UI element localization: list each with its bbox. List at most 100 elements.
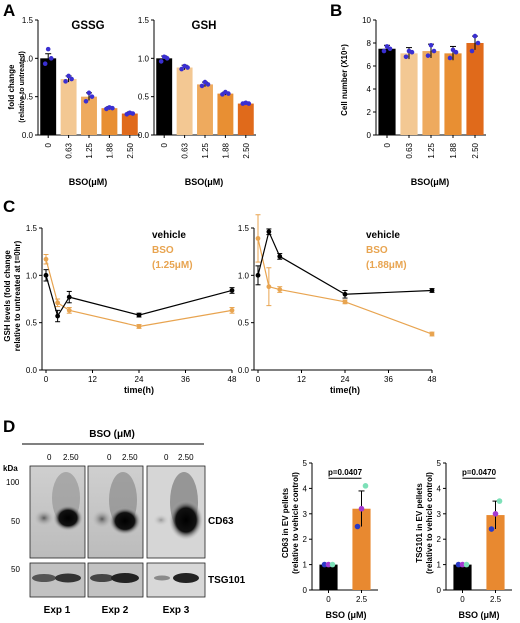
y-tick-label: 1.5	[238, 224, 250, 233]
bar	[101, 108, 118, 135]
data-point	[89, 94, 95, 99]
lane-label: 0	[107, 453, 112, 462]
y-tick-label: 0.0	[26, 366, 38, 375]
data-point	[428, 43, 434, 48]
data-point	[362, 483, 369, 489]
data-point	[45, 46, 51, 52]
x-tick-label: 2.50	[126, 142, 135, 158]
data-point	[55, 300, 61, 306]
y-tick-label: 1.5	[22, 16, 34, 25]
gsh-time-y-label: GSH levels (fold change	[3, 250, 12, 342]
y-tick-label: 1.0	[22, 54, 34, 63]
data-point	[447, 55, 453, 61]
bar	[378, 48, 396, 135]
data-point	[277, 254, 283, 259]
x-tick-label: 1.88	[105, 142, 114, 158]
data-point	[86, 90, 92, 96]
bar	[60, 79, 77, 135]
y-tick-label: 5	[303, 459, 308, 468]
western-blot: BSO (μM) 0 2.50 0 2.50 0 2.50 kDa 100 50…	[3, 429, 246, 616]
time-x-label-right: time(h)	[330, 385, 360, 395]
marker-100: 100	[6, 478, 20, 487]
data-point	[48, 56, 54, 61]
data-point	[321, 561, 328, 568]
x-tick-label: 0	[44, 375, 49, 384]
legend-right-bso-conc: (1.88μM)	[366, 260, 407, 271]
lane-label: 0	[47, 453, 52, 462]
lane-label: 2.50	[122, 453, 138, 462]
data-point	[492, 511, 499, 517]
data-point	[199, 83, 205, 89]
exp-label: Exp 3	[163, 605, 190, 616]
data-point	[329, 561, 336, 568]
data-point	[425, 53, 431, 58]
cellnum-x-label: BSO(μM)	[411, 177, 450, 187]
x-tick-label: 0.63	[405, 142, 414, 158]
data-point	[42, 61, 48, 66]
marker-50-lower: 50	[11, 565, 20, 574]
y-tick-label: 0.5	[238, 319, 250, 328]
cd63-band-bso	[53, 505, 83, 531]
data-point	[255, 272, 261, 278]
y-tick-label: 1.0	[138, 54, 150, 63]
data-point	[459, 561, 466, 568]
data-point	[66, 73, 71, 79]
data-point	[55, 313, 61, 319]
x-tick-label: 36	[384, 375, 393, 384]
x-tick-label: 2.50	[471, 142, 480, 158]
panel-letter-d: D	[3, 417, 15, 436]
y-tick-label: 8	[367, 39, 372, 48]
data-point	[469, 48, 475, 54]
x-tick-label: 1.25	[427, 142, 436, 158]
cd63-x-label: BSO (μM)	[325, 610, 366, 620]
gsh-x-label: BSO(μM)	[185, 177, 224, 187]
data-point	[472, 33, 478, 39]
data-point	[358, 505, 365, 512]
cd63-y-label-2: (relative to vehicle control)	[291, 472, 300, 574]
gssg-y-label-2: (relative to untreated)	[19, 51, 26, 123]
x-tick-label: 24	[341, 375, 350, 384]
y-tick-label: 1.5	[26, 224, 38, 233]
x-tick-label: 36	[181, 375, 190, 384]
bar	[444, 53, 462, 135]
x-tick-label: 12	[297, 375, 306, 384]
x-tick-label: 2.5	[356, 595, 368, 604]
bar	[486, 515, 505, 590]
cd63-band-control	[33, 509, 55, 527]
blot-header: BSO (μM)	[89, 429, 135, 440]
data-point	[431, 48, 437, 54]
y-tick-label: 3	[303, 510, 308, 519]
kda-label: kDa	[3, 464, 18, 473]
bar	[466, 43, 484, 135]
bar	[197, 84, 213, 135]
exp-label: Exp 1	[44, 605, 71, 616]
x-tick-label: 1.25	[201, 142, 210, 158]
bar	[156, 58, 173, 136]
data-point	[342, 291, 348, 297]
data-point	[66, 307, 72, 313]
p-value-label: p=0.0407	[328, 468, 363, 477]
y-tick-label: 1.0	[238, 271, 250, 280]
y-tick-label: 4	[303, 484, 308, 493]
gssg-bar-chart: 0.0 0.5 1.0 1.5 0 0.63 1.25 1.88 2.50	[22, 16, 140, 159]
data-point	[83, 98, 89, 104]
cd63-bar-chart: 0 1 2 3 4 5 0 2.5 p=0.0407	[303, 459, 378, 604]
y-tick-label: 0	[367, 131, 372, 140]
data-point	[43, 272, 49, 278]
data-point	[488, 526, 495, 532]
x-tick-label: 48	[228, 375, 237, 384]
x-tick-label: 1.88	[221, 142, 230, 158]
data-point	[182, 63, 187, 69]
y-tick-label: 5	[437, 459, 442, 468]
tsg101-band	[90, 574, 114, 582]
data-point	[342, 299, 348, 305]
data-point	[161, 54, 167, 60]
cd63-band-control	[91, 509, 113, 529]
y-tick-label: 0	[437, 586, 442, 595]
bar	[217, 93, 234, 135]
legend-left-bso: BSO	[152, 245, 174, 256]
y-tick-label: 0.0	[238, 366, 250, 375]
cd63-band-bso	[109, 507, 141, 535]
x-tick-label: 0.63	[65, 142, 74, 158]
